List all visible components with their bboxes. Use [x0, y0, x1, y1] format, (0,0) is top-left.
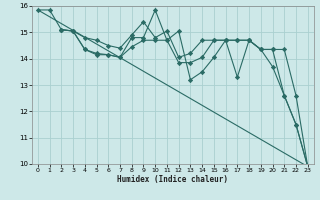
X-axis label: Humidex (Indice chaleur): Humidex (Indice chaleur) [117, 175, 228, 184]
